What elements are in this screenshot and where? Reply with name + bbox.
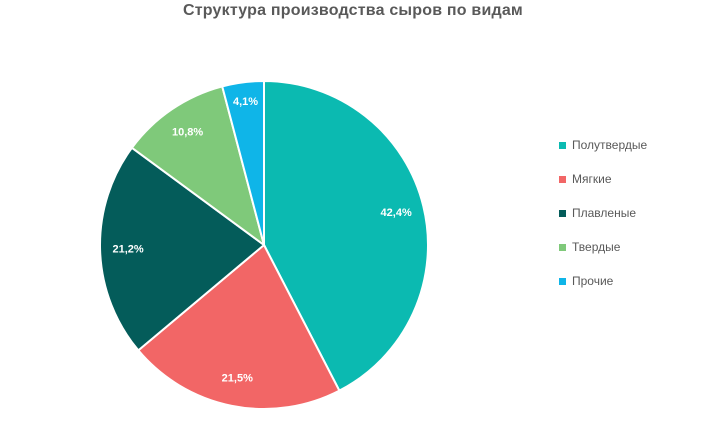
legend-item-5: Прочие — [559, 273, 647, 307]
legend-swatch — [559, 244, 566, 251]
data-label-5: 4,1% — [233, 96, 258, 108]
legend-swatch — [559, 278, 566, 285]
pie-slice-5 — [221, 80, 265, 246]
data-label-1: 42,4% — [381, 207, 412, 219]
chart-title: Структура производства сыров по видам — [183, 2, 523, 19]
legend-label: Плавленые — [572, 206, 637, 220]
legend-label: Полутвердые — [572, 138, 648, 152]
legend: Полутвердые Мягкие Плавленые Твердые Прочие — [559, 137, 647, 307]
pie-slice-2 — [137, 244, 341, 410]
legend-item-2: Мягкие — [559, 171, 647, 205]
data-label-3: 21,2% — [112, 243, 143, 255]
legend-item-1: Полутвердые — [559, 137, 647, 171]
pie-slice-3 — [99, 146, 265, 352]
legend-label: Прочие — [572, 274, 614, 288]
legend-label: Мягкие — [572, 172, 612, 186]
legend-item-4: Твердые — [559, 239, 647, 273]
pie-slice-4 — [130, 85, 265, 246]
legend-item-3: Плавленые — [559, 205, 647, 239]
legend-swatch — [559, 142, 566, 149]
data-label-4: 10,8% — [172, 127, 203, 139]
legend-swatch — [559, 176, 566, 183]
pie-slices — [99, 80, 429, 410]
legend-swatch — [559, 210, 566, 217]
legend-label: Твердые — [572, 240, 621, 254]
data-label-2: 21,5% — [222, 372, 253, 384]
pie-slice-1 — [263, 80, 429, 392]
pie-data-labels: 42,4% 21,5% 21,2% 10,8% 4,1% — [112, 96, 411, 384]
